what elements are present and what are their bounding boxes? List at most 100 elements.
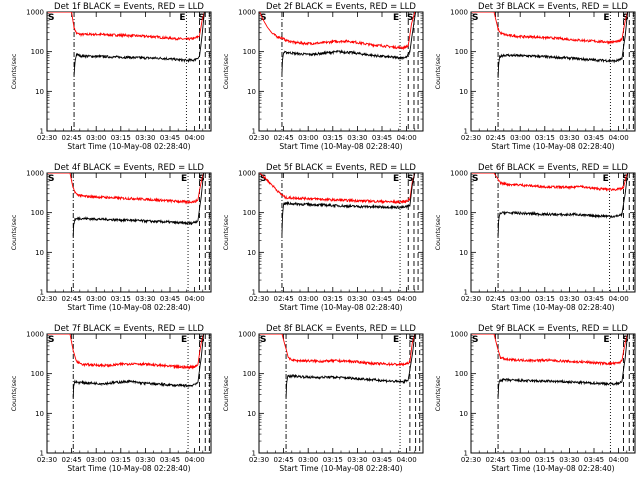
chart-title: Det 6f BLACK = Events, RED = LLD bbox=[478, 163, 628, 173]
time-marker-label: S bbox=[260, 13, 266, 23]
x-tick-label: 03:30 bbox=[347, 134, 367, 142]
y-axis-label: Counts/sec bbox=[434, 214, 442, 250]
x-tick-label: 04:00 bbox=[397, 134, 417, 142]
y-tick-label: 1 bbox=[40, 128, 44, 136]
y-tick-label: 10 bbox=[35, 88, 44, 96]
y-tick-label: 1000 bbox=[450, 9, 468, 17]
x-tick-label: 03:00 bbox=[510, 134, 530, 142]
x-tick-label: 03:15 bbox=[535, 456, 555, 464]
time-marker-label: S bbox=[48, 335, 54, 345]
y-tick-label: 10 bbox=[459, 249, 468, 257]
y-tick-label: 1000 bbox=[450, 331, 468, 339]
series-line-lld bbox=[259, 334, 416, 367]
x-tick-label: 02:30 bbox=[461, 134, 481, 142]
y-tick-label: 1000 bbox=[26, 9, 44, 17]
x-tick-label: 04:00 bbox=[609, 295, 629, 303]
x-axis-label: Start Time (10-May-08 02:28:40) bbox=[491, 303, 614, 312]
chart-panel-4: Det 4f BLACK = Events, RED = LLD 1 10 100 10… bbox=[10, 163, 212, 312]
x-tick-label: 02:30 bbox=[37, 295, 57, 303]
time-marker-label: S bbox=[622, 13, 628, 23]
x-tick-label: 04:00 bbox=[609, 456, 629, 464]
chart-panel-5: Det 5f BLACK = Events, RED = LLD 1 10 100 10… bbox=[222, 163, 424, 312]
x-tick-label: 03:15 bbox=[535, 295, 555, 303]
x-tick-label: 03:00 bbox=[510, 295, 530, 303]
x-tick-label: 03:45 bbox=[584, 295, 604, 303]
y-axis-label: Counts/sec bbox=[434, 375, 442, 411]
series-line-events bbox=[281, 173, 416, 234]
x-tick-label: 03:45 bbox=[372, 295, 392, 303]
x-tick-label: 02:30 bbox=[37, 456, 57, 464]
y-axis-label: Counts/sec bbox=[10, 375, 18, 411]
y-tick-label: 10 bbox=[247, 410, 256, 418]
x-tick-label: 03:30 bbox=[135, 134, 155, 142]
time-marker-label: E bbox=[179, 13, 185, 23]
x-tick-label: 03:30 bbox=[347, 456, 367, 464]
x-tick-label: 02:45 bbox=[486, 456, 506, 464]
x-tick-label: 02:30 bbox=[249, 456, 269, 464]
y-tick-label: 10 bbox=[247, 88, 256, 96]
x-tick-label: 02:30 bbox=[461, 295, 481, 303]
series-line-events bbox=[73, 12, 205, 76]
x-tick-label: 04:00 bbox=[397, 295, 417, 303]
x-axis-label: Start Time (10-May-08 02:28:40) bbox=[67, 142, 190, 151]
series-line-events bbox=[497, 334, 629, 398]
y-tick-label: 100 bbox=[455, 209, 468, 217]
plot-frame bbox=[470, 333, 636, 454]
y-axis-label: Counts/sec bbox=[434, 53, 442, 89]
x-tick-label: 02:45 bbox=[62, 134, 82, 142]
series-line-lld bbox=[47, 12, 205, 41]
x-tick-label: 03:15 bbox=[535, 134, 555, 142]
y-axis-label: Counts/sec bbox=[10, 53, 18, 89]
y-tick-label: 1000 bbox=[238, 9, 256, 17]
y-tick-label: 10 bbox=[459, 410, 468, 418]
series-line-events bbox=[281, 12, 417, 73]
series-line-lld bbox=[471, 173, 629, 192]
x-tick-label: 03:00 bbox=[298, 456, 318, 464]
x-axis-label: Start Time (10-May-08 02:28:40) bbox=[279, 303, 402, 312]
chart-title: Det 4f BLACK = Events, RED = LLD bbox=[54, 163, 204, 173]
x-tick-label: 04:00 bbox=[185, 134, 205, 142]
y-tick-label: 1 bbox=[464, 450, 468, 458]
x-tick-label: 03:30 bbox=[135, 456, 155, 464]
y-tick-label: 100 bbox=[243, 48, 256, 56]
y-tick-label: 100 bbox=[455, 370, 468, 378]
y-tick-label: 100 bbox=[243, 209, 256, 217]
time-marker-label: S bbox=[622, 335, 628, 345]
time-marker-label: S bbox=[409, 335, 415, 345]
x-axis-label: Start Time (10-May-08 02:28:40) bbox=[491, 142, 614, 151]
chart-panel-9: Det 9f BLACK = Events, RED = LLD 1 10 100 10… bbox=[434, 324, 636, 473]
y-tick-label: 100 bbox=[243, 370, 256, 378]
x-tick-label: 02:45 bbox=[274, 456, 294, 464]
time-marker-label: S bbox=[472, 174, 478, 184]
x-tick-label: 02:30 bbox=[249, 134, 269, 142]
series-line-lld bbox=[259, 173, 416, 205]
x-axis-label: Start Time (10-May-08 02:28:40) bbox=[279, 142, 402, 151]
x-tick-label: 03:45 bbox=[160, 295, 180, 303]
plot-frame bbox=[258, 172, 424, 293]
series-line-lld bbox=[471, 334, 629, 366]
series-line-lld bbox=[47, 334, 205, 371]
y-axis-label: Counts/sec bbox=[222, 214, 230, 250]
x-tick-label: 02:45 bbox=[62, 295, 82, 303]
x-axis-label: Start Time (10-May-08 02:28:40) bbox=[491, 464, 614, 473]
y-tick-label: 10 bbox=[35, 249, 44, 257]
y-tick-label: 1000 bbox=[238, 170, 256, 178]
series-line-events bbox=[72, 173, 205, 237]
plot-frame bbox=[46, 172, 212, 293]
x-tick-label: 03:30 bbox=[135, 295, 155, 303]
x-tick-label: 04:00 bbox=[609, 134, 629, 142]
time-marker-label: E bbox=[181, 174, 187, 184]
time-marker-label: S bbox=[472, 335, 478, 345]
chart-title: Det 2f BLACK = Events, RED = LLD bbox=[266, 2, 416, 12]
series-line-lld bbox=[47, 173, 205, 205]
chart-title: Det 7f BLACK = Events, RED = LLD bbox=[54, 324, 204, 334]
series-line-lld bbox=[471, 12, 629, 45]
x-tick-label: 03:30 bbox=[347, 295, 367, 303]
plot-frame bbox=[46, 333, 212, 454]
x-tick-label: 02:45 bbox=[62, 456, 82, 464]
x-tick-label: 02:45 bbox=[274, 134, 294, 142]
y-tick-label: 10 bbox=[459, 88, 468, 96]
time-marker-label: S bbox=[48, 13, 54, 23]
y-tick-label: 1000 bbox=[26, 331, 44, 339]
